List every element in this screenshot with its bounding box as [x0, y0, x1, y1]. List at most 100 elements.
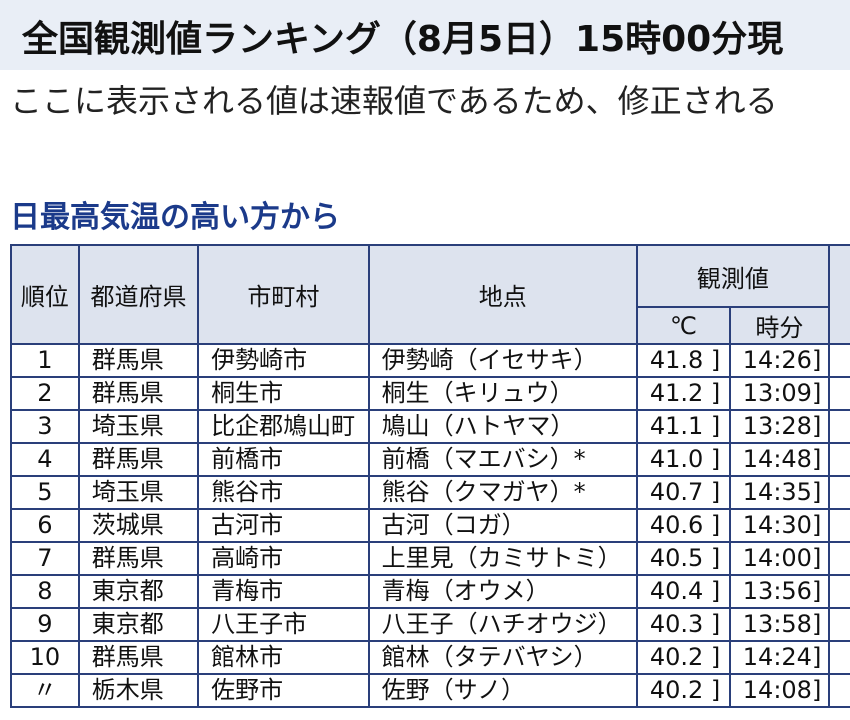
cell-station: 館林（タテバヤシ） — [367, 640, 638, 675]
cell-station: 上里見（カミサトミ） — [367, 541, 638, 576]
cell-next-column — [827, 475, 850, 510]
cell-station: 古河（コガ） — [367, 508, 638, 543]
cell-city: 桐生市 — [197, 376, 370, 411]
cell-temperature: 40.3 ] — [635, 607, 731, 642]
cell-temperature: 41.1 ] — [635, 409, 731, 444]
header-station: 地点 — [367, 244, 638, 345]
table-row: 7 群馬県 高崎市 上里見（カミサトミ） 40.5 ] 14:00] — [10, 541, 850, 576]
cell-rank: 8 — [10, 574, 80, 609]
cell-rank: 9 — [10, 607, 80, 642]
cell-prefecture: 群馬県 — [77, 442, 200, 477]
cell-prefecture: 栃木県 — [77, 673, 200, 708]
cell-time: 13:56] — [728, 574, 830, 609]
cell-prefecture: 群馬県 — [77, 343, 200, 378]
header-celsius: ℃ — [635, 306, 731, 345]
cell-station: 桐生（キリュウ） — [367, 376, 638, 411]
table-row: 10 群馬県 館林市 館林（タテバヤシ） 40.2 ] 14:24] — [10, 640, 850, 675]
cell-prefecture: 群馬県 — [77, 640, 200, 675]
cell-city: 佐野市 — [197, 673, 370, 708]
table-row: 〃栃木県 佐野市 佐野（サノ） 40.2 ] 14:08] — [10, 673, 850, 708]
cell-station: 伊勢崎（イセサキ） — [367, 343, 638, 378]
cell-time: 13:09] — [728, 376, 830, 411]
cell-station: 鳩山（ハトヤマ） — [367, 409, 638, 444]
section-title: 日最高気温の高い方から — [10, 200, 340, 235]
cell-station: 青梅（オウメ） — [367, 574, 638, 609]
ranking-table: 順位 都道府県 市町村 地点 観測値 ℃ 時分 1 群馬県 伊勢崎市 伊勢崎（イセサキ… — [10, 244, 850, 708]
table-row: 3 埼玉県 比企郡鳩山町 鳩山（ハトヤマ） 41.1 ] 13:28] — [10, 409, 850, 444]
cell-rank: 4 — [10, 442, 80, 477]
cell-next-column — [827, 574, 850, 609]
cell-next-column — [827, 343, 850, 378]
cell-rank: 5 — [10, 475, 80, 510]
cell-temperature: 41.2 ] — [635, 376, 731, 411]
cell-time: 14:26] — [728, 343, 830, 378]
cell-temperature: 40.6 ] — [635, 508, 731, 543]
cell-rank: 〃 — [10, 673, 80, 708]
cell-station: 前橋（マエバシ）* — [367, 442, 638, 477]
cell-time: 14:35] — [728, 475, 830, 510]
page-header: 全国観測値ランキング（8月5日）15時00分現 — [0, 0, 850, 70]
cell-prefecture: 茨城県 — [77, 508, 200, 543]
cell-prefecture: 群馬県 — [77, 376, 200, 411]
cell-prefecture: 東京都 — [77, 574, 200, 609]
cell-station: 佐野（サノ） — [367, 673, 638, 708]
cell-next-column — [827, 442, 850, 477]
cell-time: 13:28] — [728, 409, 830, 444]
header-rank: 順位 — [10, 244, 80, 345]
cell-temperature: 40.4 ] — [635, 574, 731, 609]
table-row: 4 群馬県 前橋市 前橋（マエバシ）* 41.0 ] 14:48] — [10, 442, 850, 477]
cell-city: 館林市 — [197, 640, 370, 675]
cell-next-column — [827, 376, 850, 411]
cell-prefecture: 埼玉県 — [77, 409, 200, 444]
page-title: 全国観測値ランキング（8月5日）15時00分現 — [22, 19, 784, 60]
cell-temperature: 40.7 ] — [635, 475, 731, 510]
cell-rank: 3 — [10, 409, 80, 444]
cell-city: 古河市 — [197, 508, 370, 543]
cell-time: 14:48] — [728, 442, 830, 477]
cell-rank: 10 — [10, 640, 80, 675]
table-header-row: 順位 都道府県 市町村 地点 観測値 — [10, 244, 850, 345]
header-observed: 観測値 — [635, 244, 830, 308]
table-row: 5 埼玉県 熊谷市 熊谷（クマガヤ）* 40.7 ] 14:35] — [10, 475, 850, 510]
cell-next-column — [827, 508, 850, 543]
cell-temperature: 40.2 ] — [635, 640, 731, 675]
cell-next-column — [827, 607, 850, 642]
header-time: 時分 — [728, 306, 830, 345]
cell-time: 14:24] — [728, 640, 830, 675]
table-row: 8 東京都 青梅市 青梅（オウメ） 40.4 ] 13:56] — [10, 574, 850, 609]
cell-next-column — [827, 541, 850, 576]
cell-city: 前橋市 — [197, 442, 370, 477]
cell-city: 伊勢崎市 — [197, 343, 370, 378]
cell-temperature: 40.2 ] — [635, 673, 731, 708]
cell-city: 青梅市 — [197, 574, 370, 609]
cell-time: 13:58] — [728, 607, 830, 642]
cell-time: 14:30] — [728, 508, 830, 543]
cell-next-column — [827, 409, 850, 444]
cell-time: 14:08] — [728, 673, 830, 708]
header-next-column — [827, 244, 850, 345]
cell-city: 高崎市 — [197, 541, 370, 576]
cell-rank: 6 — [10, 508, 80, 543]
table-row: 2 群馬県 桐生市 桐生（キリュウ） 41.2 ] 13:09] — [10, 376, 850, 411]
cell-prefecture: 群馬県 — [77, 541, 200, 576]
cell-station: 八王子（ハチオウジ） — [367, 607, 638, 642]
cell-temperature: 40.5 ] — [635, 541, 731, 576]
table-row: 6 茨城県 古河市 古河（コガ） 40.6 ] 14:30] — [10, 508, 850, 543]
table-row: 9 東京都 八王子市 八王子（ハチオウジ） 40.3 ] 13:58] — [10, 607, 850, 642]
cell-prefecture: 埼玉県 — [77, 475, 200, 510]
cell-city: 八王子市 — [197, 607, 370, 642]
cell-temperature: 41.8 ] — [635, 343, 731, 378]
cell-city: 熊谷市 — [197, 475, 370, 510]
cell-station: 熊谷（クマガヤ）* — [367, 475, 638, 510]
header-city: 市町村 — [197, 244, 370, 345]
cell-prefecture: 東京都 — [77, 607, 200, 642]
cell-rank: 7 — [10, 541, 80, 576]
cell-temperature: 41.0 ] — [635, 442, 731, 477]
cell-rank: 2 — [10, 376, 80, 411]
cell-next-column — [827, 640, 850, 675]
table-subheader-row: ℃ 時分 — [11, 306, 850, 345]
cell-city: 比企郡鳩山町 — [197, 409, 370, 444]
table-row: 1 群馬県 伊勢崎市 伊勢崎（イセサキ） 41.8 ] 14:26] — [10, 343, 850, 378]
cell-rank: 1 — [10, 343, 80, 378]
notice-text: ここに表示される値は速報値であるため、修正される — [10, 82, 778, 120]
